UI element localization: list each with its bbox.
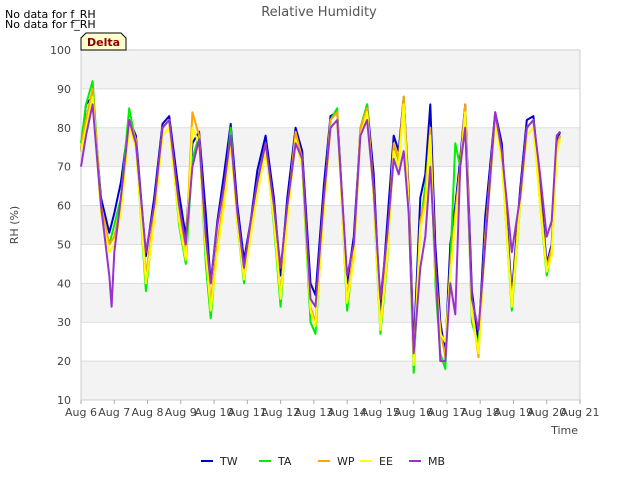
x-axis-label: Time	[550, 424, 578, 437]
legend-label-ta: TA	[277, 455, 292, 468]
y-tick-label: 90	[57, 83, 71, 96]
legend-label-tw: TW	[219, 455, 238, 468]
x-tick-label: Aug 10	[195, 406, 234, 419]
y-tick-label: 40	[57, 277, 71, 290]
x-tick-label: Aug 20	[527, 406, 566, 419]
delta-badge-label: Delta	[87, 36, 120, 49]
delta-badge-shape	[80, 32, 127, 51]
band-30	[81, 283, 580, 323]
x-tick-label: Aug 16	[394, 406, 433, 419]
y-tick-label: 30	[57, 316, 71, 329]
y-tick-label: 60	[57, 200, 71, 213]
band-90	[81, 50, 580, 89]
y-tick-label: 50	[57, 238, 71, 251]
y-tick-label: 80	[57, 122, 71, 135]
legend-label-wp: WP	[337, 455, 355, 468]
band-50	[81, 205, 580, 245]
x-tick-label: Aug 15	[361, 406, 400, 419]
x-tick-label: Aug 8	[132, 406, 164, 419]
delta-badge: Delta	[80, 32, 127, 51]
band-20	[81, 322, 580, 362]
legend-label-ee: EE	[379, 455, 393, 468]
x-tick-label: Aug 19	[494, 406, 533, 419]
no-data-notice-1: No data for f_RH	[5, 8, 96, 21]
x-tick-label: Aug 12	[261, 406, 300, 419]
y-axis-label: RH (%)	[8, 206, 21, 244]
y-tick-label: 70	[57, 161, 71, 174]
chart-title: Relative Humidity	[261, 5, 377, 20]
y-tick-label: 10	[57, 394, 71, 407]
x-tick-label: Aug 17	[427, 406, 466, 419]
y-tick-label: 100	[50, 44, 71, 57]
plot-area-border	[80, 49, 581, 401]
band-60	[81, 166, 580, 206]
band-40	[81, 244, 580, 284]
x-tick-label: Aug 13	[294, 406, 333, 419]
x-tick-label: Aug 9	[165, 406, 197, 419]
no-data-notice-2: No data for f_RH	[5, 18, 96, 31]
series-line-mb	[80, 103, 561, 363]
y-axis-ticks: 10 20 30 40 50 60 70 80 90 100	[50, 44, 71, 407]
band-10	[81, 361, 580, 400]
series-layer	[80, 80, 561, 374]
legend: TW TA WP EE MB	[201, 455, 445, 468]
x-tick-label: Aug 21	[561, 406, 600, 419]
x-tick-label: Aug 6	[65, 406, 97, 419]
x-tick-label: Aug 18	[461, 406, 500, 419]
x-tick-label: Aug 11	[228, 406, 267, 419]
x-tick-label: Aug 7	[98, 406, 130, 419]
y-tick-label: 20	[57, 355, 71, 368]
x-tick-label: Aug 14	[328, 406, 367, 419]
legend-label-mb: MB	[428, 455, 445, 468]
